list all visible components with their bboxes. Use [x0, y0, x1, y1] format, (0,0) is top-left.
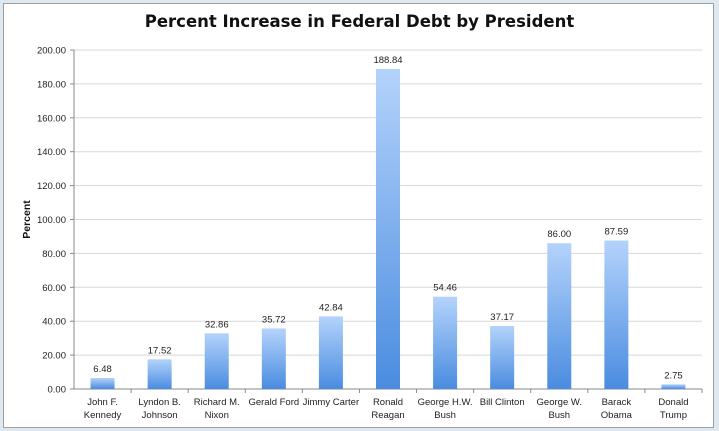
data-label: 37.17 — [490, 312, 514, 323]
x-tick-label: Barack — [602, 397, 632, 408]
x-tick-label: Nixon — [205, 410, 229, 421]
bar — [376, 68, 400, 389]
y-tick-label: 180.00 — [37, 79, 66, 90]
bar — [604, 240, 629, 389]
chart-title: Percent Increase in Federal Debt by Pres… — [144, 12, 575, 31]
x-tick-label: Lyndon B. — [138, 397, 180, 408]
y-tick-label: 200.00 — [37, 46, 66, 57]
x-tick-label: Reagan — [371, 410, 404, 421]
y-tick-label: 120.00 — [37, 181, 66, 192]
bar — [90, 378, 115, 389]
bar — [547, 243, 572, 389]
data-label: 42.84 — [319, 302, 343, 313]
y-tick-label: 80.00 — [42, 249, 66, 260]
data-label: 188.84 — [373, 55, 402, 66]
data-label: 2.75 — [664, 370, 683, 381]
bar — [147, 359, 172, 389]
data-label: 17.52 — [148, 345, 172, 356]
x-tick-label: Trump — [660, 410, 687, 421]
x-tick-label: Donald — [658, 397, 688, 408]
y-tick-label: 100.00 — [37, 215, 66, 226]
data-label: 6.48 — [93, 364, 112, 375]
bar — [661, 384, 686, 389]
y-tick-label: 160.00 — [37, 113, 66, 124]
chart-frame — [3, 3, 714, 428]
bar — [433, 296, 458, 389]
x-tick-label: Obama — [601, 410, 633, 421]
y-tick-label: 20.00 — [42, 351, 66, 362]
bar — [204, 333, 229, 389]
y-tick-label: 140.00 — [37, 147, 66, 158]
bar — [318, 316, 343, 389]
y-tick-label: 0.00 — [48, 385, 67, 396]
x-tick-label: John F. — [87, 397, 118, 408]
bar — [261, 328, 286, 389]
y-tick-label: 40.00 — [42, 317, 66, 328]
bar — [490, 325, 515, 389]
x-tick-label: George H.W. — [418, 397, 473, 408]
x-tick-label: Ronald — [373, 397, 403, 408]
x-tick-label: Bill Clinton — [480, 397, 525, 408]
y-tick-label: 60.00 — [42, 283, 66, 294]
data-label: 87.59 — [604, 227, 628, 238]
x-tick-label: Gerald Ford — [248, 397, 299, 408]
data-label: 54.46 — [433, 283, 457, 294]
x-tick-label: Bush — [434, 410, 456, 421]
x-tick-label: Richard M. — [194, 397, 240, 408]
data-label: 86.00 — [547, 229, 571, 240]
x-tick-label: George W. — [537, 397, 582, 408]
x-tick-label: Bush — [548, 410, 570, 421]
y-axis-label: Percent — [21, 200, 33, 239]
data-label: 32.86 — [205, 319, 229, 330]
data-label: 35.72 — [262, 314, 286, 325]
x-tick-label: Kennedy — [84, 410, 122, 421]
x-tick-label: Johnson — [142, 410, 178, 421]
x-tick-label: Jimmy Carter — [303, 397, 359, 408]
